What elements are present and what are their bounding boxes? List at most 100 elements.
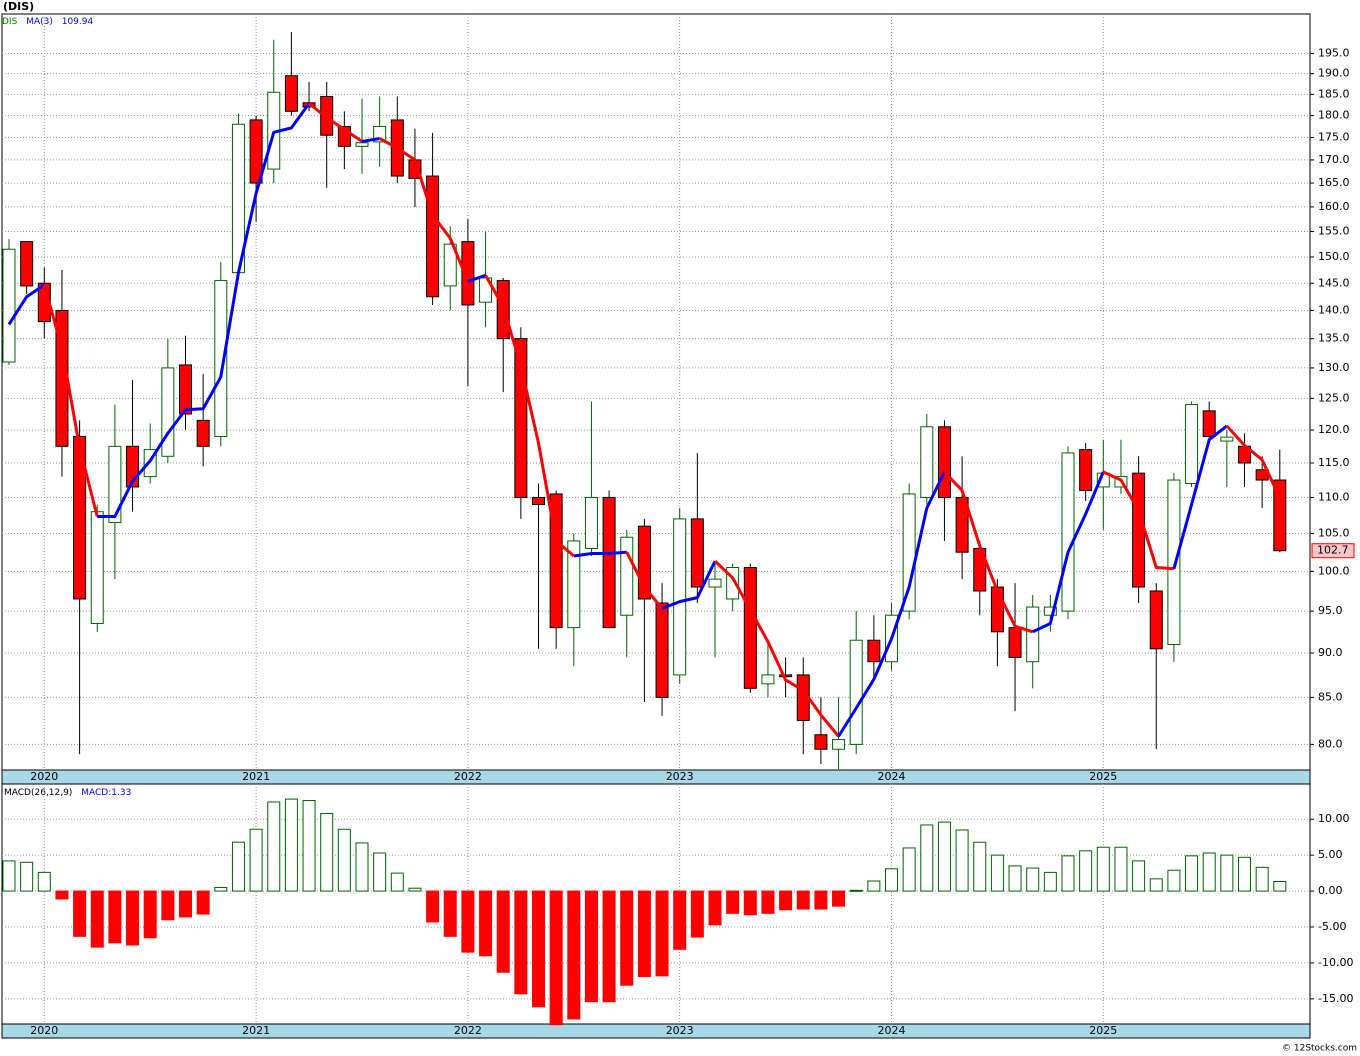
candle-body [620, 536, 634, 616]
y-tick-label: 175.0 [1318, 130, 1350, 143]
macd-bar [108, 890, 122, 944]
y-tick-label: -10.00 [1318, 956, 1353, 969]
x-tick-label: 2022 [454, 1024, 482, 1037]
y-tick-label: 130.0 [1318, 361, 1350, 374]
last-price-label: 102.7 [1317, 544, 1349, 557]
macd-bar [937, 821, 951, 892]
date-strip [1, 1023, 1311, 1039]
candle-body [602, 496, 616, 629]
candle-body [955, 496, 969, 553]
macd-bar [1273, 881, 1287, 892]
candle-body [2, 248, 16, 363]
x-tick-label: 2022 [454, 770, 482, 783]
y-tick-label: 140.0 [1318, 303, 1350, 316]
macd-bar [655, 890, 669, 977]
macd-bar [1255, 866, 1269, 892]
x-tick-label: 2020 [30, 770, 58, 783]
candle-body [426, 175, 440, 298]
macd-bar [20, 861, 34, 892]
ma-line [467, 273, 487, 283]
macd-bar [1149, 878, 1163, 892]
candle-body [920, 426, 934, 498]
y-tick-label: 80.0 [1318, 737, 1343, 750]
macd-bar [2, 860, 16, 892]
candle-body [937, 426, 951, 498]
legend-entry: MACD: [81, 788, 111, 798]
macd-bar [761, 890, 775, 914]
footer: © 12Stocks.com [1282, 1044, 1357, 1054]
macd-bar [1238, 856, 1251, 892]
x-tick-label: 2024 [878, 770, 906, 783]
candle-body [461, 241, 475, 306]
macd-bar [567, 890, 581, 1020]
x-tick-label: 2021 [242, 770, 270, 783]
macd-bar [920, 824, 934, 892]
macd-bar [1185, 855, 1199, 892]
y-tick-label: 170.0 [1318, 153, 1350, 166]
ma-line [573, 550, 627, 558]
candle-body [284, 75, 298, 112]
macd-bar [231, 841, 245, 892]
candle-body [708, 578, 722, 588]
candle-body [1149, 590, 1163, 650]
macd-bar [620, 890, 634, 986]
y-tick-label: 145.0 [1318, 276, 1350, 289]
candle-body [1026, 606, 1040, 663]
candle-body [532, 496, 545, 506]
ma-line [661, 560, 717, 610]
macd-bar [743, 890, 757, 916]
macd-bar [690, 890, 704, 938]
candle-body [1132, 472, 1146, 588]
y-tick-label: 120.0 [1318, 423, 1350, 436]
macd-bar [532, 890, 545, 1008]
y-tick-label: 165.0 [1318, 176, 1350, 189]
indicator-title: MACD(26,12,9) [4, 788, 72, 798]
ma-line [625, 551, 664, 610]
candle-body [108, 445, 122, 524]
macd-bar [1008, 865, 1022, 892]
candle-body [1167, 479, 1181, 645]
candle-body [849, 639, 863, 745]
macd-bar [126, 890, 140, 946]
macd-bar [196, 890, 210, 915]
macd-bar [1167, 869, 1181, 892]
macd-bar [514, 890, 528, 995]
macd-bar [1202, 852, 1216, 892]
macd-bar [408, 887, 422, 892]
candle-body [161, 367, 175, 457]
candle-body [179, 364, 192, 415]
macd-bar [302, 800, 316, 892]
macd-bar [355, 842, 369, 892]
macd-bar [1079, 850, 1093, 892]
macd-bar [390, 872, 404, 892]
ma-line [361, 136, 380, 143]
macd-bar [1096, 846, 1110, 892]
candle-body [90, 511, 104, 624]
macd-bar [637, 890, 651, 978]
macd-bar [902, 847, 916, 892]
macd-bar [267, 801, 281, 892]
candle-body [902, 493, 916, 612]
y-tick-label: 180.0 [1318, 109, 1350, 122]
ma-line [484, 274, 575, 558]
y-tick-label: 85.0 [1318, 690, 1343, 703]
ma-line [713, 560, 840, 738]
macd-bar [779, 890, 793, 911]
candle-body [1008, 627, 1022, 658]
ma-line [1172, 424, 1228, 570]
candle-body [20, 241, 34, 287]
macd-bar [602, 890, 616, 1003]
macd-bar [673, 890, 687, 950]
macd-bar [214, 886, 228, 892]
x-tick-label: 2025 [1089, 770, 1117, 783]
macd-bar [320, 812, 334, 892]
y-tick-label: 160.0 [1318, 200, 1350, 213]
candle-body [832, 739, 846, 750]
y-tick-label: 155.0 [1318, 225, 1350, 238]
y-tick-label: -5.00 [1318, 920, 1346, 933]
y-tick-label: 100.0 [1318, 564, 1350, 577]
macd-bar [1026, 867, 1040, 892]
macd-bar [796, 890, 810, 910]
candle-body [1220, 436, 1234, 442]
